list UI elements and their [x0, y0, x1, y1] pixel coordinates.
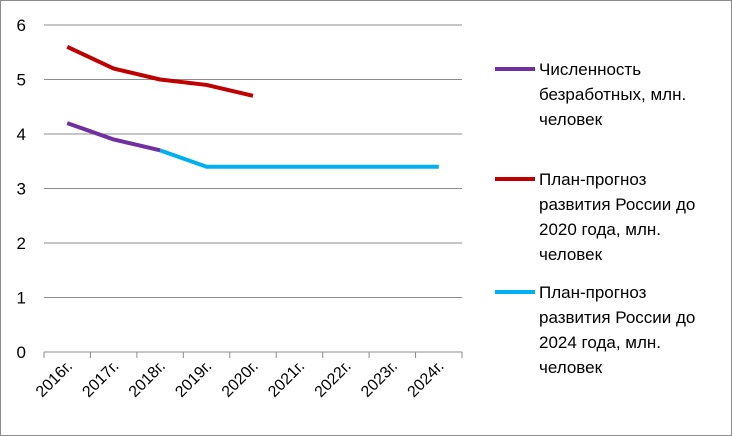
series-line-1 — [66, 121, 161, 153]
y-tick-label: 4 — [17, 125, 26, 144]
y-tick-label: 6 — [17, 16, 26, 35]
series-lines — [66, 44, 439, 169]
x-tick-label: 2020г. — [219, 358, 262, 401]
y-tick-label: 5 — [17, 71, 26, 90]
y-tick-label: 1 — [17, 289, 26, 308]
x-tick-label: 2018г. — [126, 358, 169, 401]
x-tick-label: 2024г. — [405, 358, 448, 401]
series-line-2 — [66, 44, 254, 98]
x-tick-label: 2023г. — [358, 358, 401, 401]
series-line-3 — [159, 148, 439, 169]
legend-label-1: Численность безработных, млн. человек — [539, 60, 686, 129]
grid-lines — [44, 24, 462, 298]
legend-label-2: План-прогноз развития России до 2020 года,… — [539, 170, 695, 264]
y-tick-label: 2 — [17, 234, 26, 253]
x-tick-label: 2017г. — [79, 358, 122, 401]
legend: Численность безработных, млн. человек План-… — [495, 60, 695, 377]
x-tick-label: 2016г. — [33, 358, 76, 401]
y-tick-label: 3 — [17, 180, 26, 199]
x-tick-label: 2021г. — [265, 358, 308, 401]
legend-label-3: План-прогноз развития России до 2024 года,… — [539, 283, 695, 377]
y-tick-label: 0 — [17, 343, 26, 362]
x-tick-label: 2019г. — [172, 358, 215, 401]
x-axis-ticks: 2016г. 2017г. 2018г. 2019г. 2020г. 2021г. 2022… — [33, 358, 448, 401]
axes — [43, 351, 463, 358]
x-tick-label: 2022г. — [312, 358, 355, 401]
y-axis-ticks: 0 1 2 3 4 5 6 — [17, 16, 26, 362]
